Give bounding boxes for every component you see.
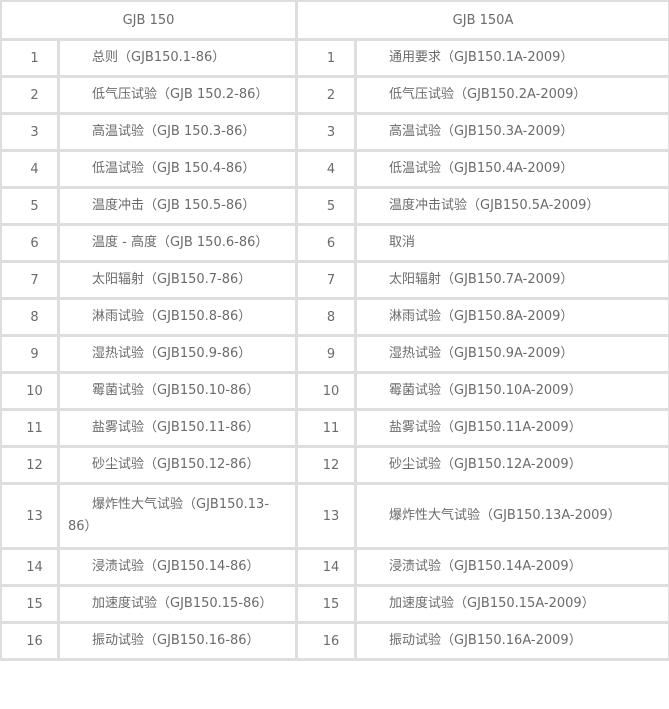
new-index: 15 [295, 584, 357, 624]
old-standard: 总则（GJB150.1-86） [57, 38, 298, 78]
old-index: 5 [0, 186, 60, 226]
old-index: 3 [0, 112, 60, 152]
new-standard: 湿热试验（GJB150.9A-2009） [353, 334, 669, 374]
header-gjb150a: GJB 150A [294, 0, 669, 41]
old-standard: 加速度试验（GJB150.15-86） [57, 584, 298, 624]
new-index: 13 [295, 482, 357, 550]
table-row: 5 温度冲击（GJB 150.5-86） 5 温度冲击试验（GJB150.5A-200… [0, 186, 669, 226]
table-row: 8 淋雨试验（GJB150.8-86） 8 淋雨试验（GJB150.8A-2009） [0, 297, 669, 337]
new-standard: 低气压试验（GJB150.2A-2009） [353, 75, 669, 115]
old-index: 4 [0, 149, 60, 189]
new-standard: 砂尘试验（GJB150.12A-2009） [353, 445, 669, 485]
new-index: 14 [295, 547, 357, 587]
old-standard: 振动试验（GJB150.16-86） [57, 621, 298, 661]
new-standard: 爆炸性大气试验（GJB150.13A-2009） [353, 482, 669, 550]
new-standard: 振动试验（GJB150.16A-2009） [353, 621, 669, 661]
new-standard: 低温试验（GJB150.4A-2009） [353, 149, 669, 189]
old-standard: 温度冲击（GJB 150.5-86） [57, 186, 298, 226]
old-index: 1 [0, 38, 60, 78]
table-row: 11 盐雾试验（GJB150.11-86） 11 盐雾试验（GJB150.11A-20… [0, 408, 669, 448]
new-standard: 取消 [353, 223, 669, 263]
table-row: 10 霉菌试验（GJB150.10-86） 10 霉菌试验（GJB150.10A-20… [0, 371, 669, 411]
new-standard: 太阳辐射（GJB150.7A-2009） [353, 260, 669, 300]
old-index: 16 [0, 621, 60, 661]
new-index: 10 [295, 371, 357, 411]
new-standard: 加速度试验（GJB150.15A-2009） [353, 584, 669, 624]
old-index: 10 [0, 371, 60, 411]
old-standard: 高温试验（GJB 150.3-86） [57, 112, 298, 152]
old-standard: 霉菌试验（GJB150.10-86） [57, 371, 298, 411]
new-standard: 淋雨试验（GJB150.8A-2009） [353, 297, 669, 337]
old-standard: 盐雾试验（GJB150.11-86） [57, 408, 298, 448]
old-index: 9 [0, 334, 60, 374]
table-row: 4 低温试验（GJB 150.4-86） 4 低温试验（GJB150.4A-2009） [0, 149, 669, 189]
new-index: 16 [295, 621, 357, 661]
old-index: 14 [0, 547, 60, 587]
table-row: 12 砂尘试验（GJB150.12-86） 12 砂尘试验（GJB150.12A-20… [0, 445, 669, 485]
table-row: 14 浸渍试验（GJB150.14-86） 14 浸渍试验（GJB150.14A-20… [0, 547, 669, 587]
old-index: 8 [0, 297, 60, 337]
old-standard: 淋雨试验（GJB150.8-86） [57, 297, 298, 337]
new-index: 8 [295, 297, 357, 337]
new-standard: 高温试验（GJB150.3A-2009） [353, 112, 669, 152]
old-index: 11 [0, 408, 60, 448]
standards-comparison-table: GJB 150 GJB 150A 1 总则（GJB150.1-86） 1 通用要求（G… [0, 0, 669, 661]
table-row: 2 低气压试验（GJB 150.2-86） 2 低气压试验（GJB150.2A-200… [0, 75, 669, 115]
old-standard: 爆炸性大气试验（GJB150.13-86） [57, 482, 298, 550]
new-index: 9 [295, 334, 357, 374]
old-index: 7 [0, 260, 60, 300]
new-standard: 霉菌试验（GJB150.10A-2009） [353, 371, 669, 411]
old-index: 2 [0, 75, 60, 115]
old-standard: 湿热试验（GJB150.9-86） [57, 334, 298, 374]
new-index: 11 [295, 408, 357, 448]
old-index: 12 [0, 445, 60, 485]
table-row: 13 爆炸性大气试验（GJB150.13-86） 13 爆炸性大气试验（GJB150.… [0, 482, 669, 550]
table-row: 9 湿热试验（GJB150.9-86） 9 湿热试验（GJB150.9A-2009） [0, 334, 669, 374]
header-gjb150: GJB 150 [0, 0, 298, 41]
old-standard: 低气压试验（GJB 150.2-86） [57, 75, 298, 115]
new-index: 12 [295, 445, 357, 485]
new-index: 4 [295, 149, 357, 189]
new-standard: 盐雾试验（GJB150.11A-2009） [353, 408, 669, 448]
old-index: 15 [0, 584, 60, 624]
new-index: 5 [295, 186, 357, 226]
table-row: 7 太阳辐射（GJB150.7-86） 7 太阳辐射（GJB150.7A-2009） [0, 260, 669, 300]
old-standard: 浸渍试验（GJB150.14-86） [57, 547, 298, 587]
old-standard: 太阳辐射（GJB150.7-86） [57, 260, 298, 300]
new-index: 7 [295, 260, 357, 300]
table-row: 15 加速度试验（GJB150.15-86） 15 加速度试验（GJB150.15A-… [0, 584, 669, 624]
old-index: 13 [0, 482, 60, 550]
table-row: 3 高温试验（GJB 150.3-86） 3 高温试验（GJB150.3A-2009） [0, 112, 669, 152]
table-row: 16 振动试验（GJB150.16-86） 16 振动试验（GJB150.16A-20… [0, 621, 669, 661]
new-index: 6 [295, 223, 357, 263]
old-index: 6 [0, 223, 60, 263]
old-standard: 温度 - 高度（GJB 150.6-86） [57, 223, 298, 263]
old-standard: 低温试验（GJB 150.4-86） [57, 149, 298, 189]
new-index: 1 [295, 38, 357, 78]
new-index: 3 [295, 112, 357, 152]
new-standard: 通用要求（GJB150.1A-2009） [353, 38, 669, 78]
header-row: GJB 150 GJB 150A [0, 0, 669, 41]
new-standard: 浸渍试验（GJB150.14A-2009） [353, 547, 669, 587]
table-row: 1 总则（GJB150.1-86） 1 通用要求（GJB150.1A-2009） [0, 38, 669, 78]
table-row: 6 温度 - 高度（GJB 150.6-86） 6 取消 [0, 223, 669, 263]
old-standard: 砂尘试验（GJB150.12-86） [57, 445, 298, 485]
new-standard: 温度冲击试验（GJB150.5A-2009） [353, 186, 669, 226]
new-index: 2 [295, 75, 357, 115]
